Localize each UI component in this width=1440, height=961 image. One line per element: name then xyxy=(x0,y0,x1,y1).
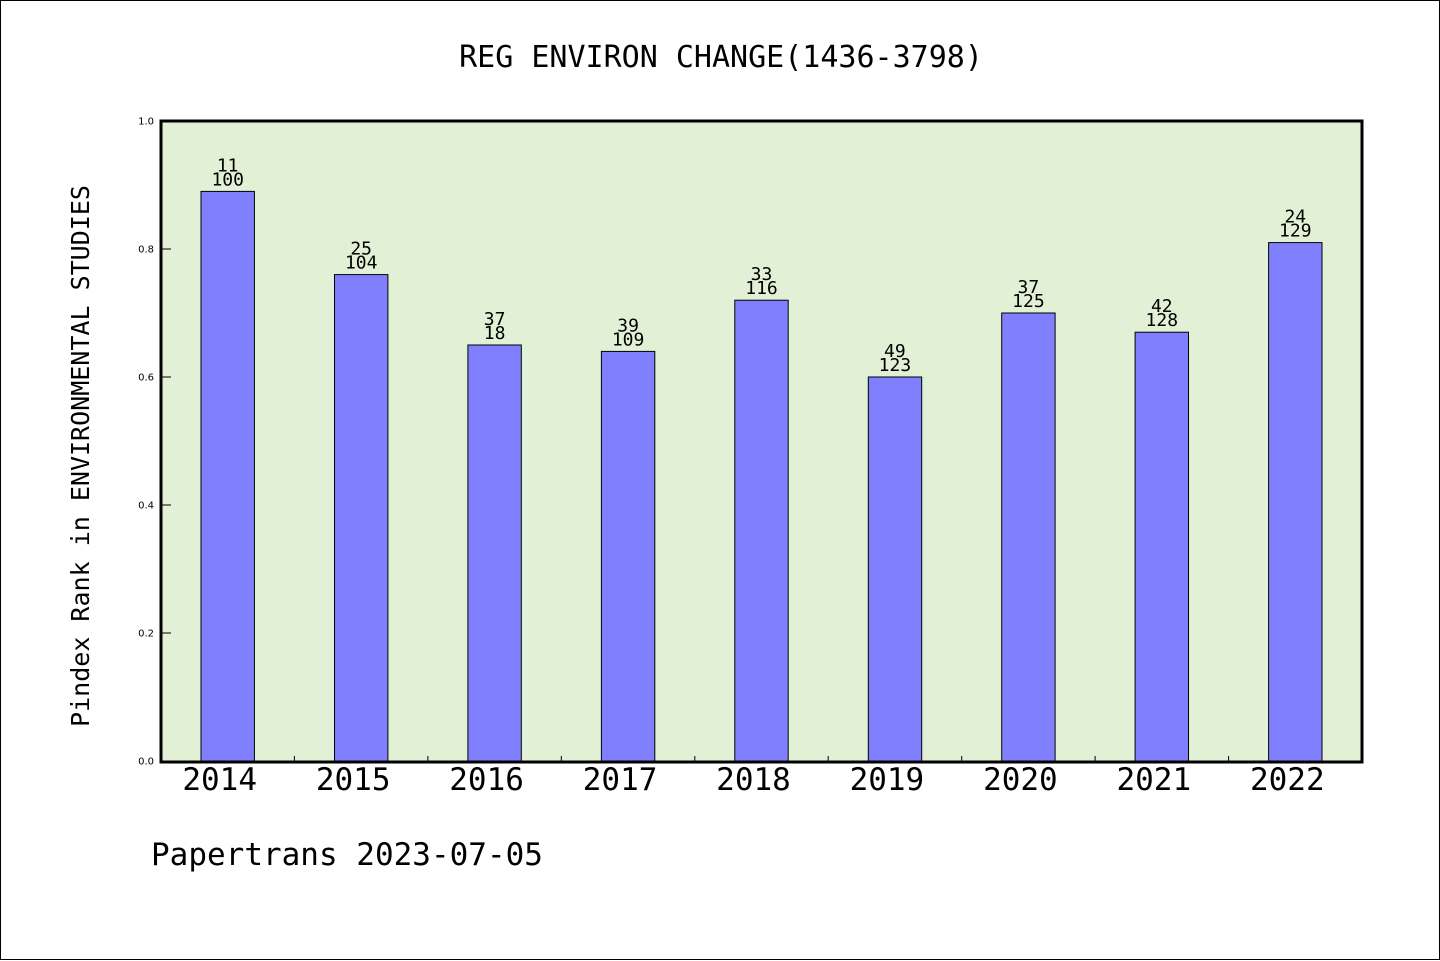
bar-2016 xyxy=(467,344,522,762)
x-tick-label-2017: 2017 xyxy=(583,762,658,798)
chart-title: REG ENVIRON CHANGE(1436-3798) xyxy=(459,40,983,75)
data-label-top-2015: 25 xyxy=(350,239,372,260)
y-tick-label-0.2: 0.2 xyxy=(138,629,154,640)
bar-2014 xyxy=(200,190,255,762)
bar-2019 xyxy=(867,376,923,762)
data-label-bottom-2016: 18 xyxy=(484,323,506,344)
data-label-top-2014: 11 xyxy=(217,155,239,176)
data-label-top-2017: 39 xyxy=(617,315,639,336)
data-label-top-2019: 49 xyxy=(884,341,906,362)
data-label-bottom-2020: 125 xyxy=(1012,291,1045,312)
y-tick-label-0.0: 0.0 xyxy=(138,757,154,768)
y-tick-label-1.0: 1.0 xyxy=(138,117,154,128)
bars-group xyxy=(200,190,1323,762)
x-tick-label-2022: 2022 xyxy=(1250,762,1325,798)
data-label-top-2018: 33 xyxy=(751,264,773,285)
data-label-top-2022: 24 xyxy=(1284,207,1306,228)
y-axis-label: Pindex Rank in ENVIRONMENTAL STUDIES xyxy=(66,185,95,727)
bar-2020 xyxy=(1001,312,1056,762)
x-tick-label-2020: 2020 xyxy=(983,762,1058,798)
data-label-bottom-2018: 116 xyxy=(745,278,778,299)
plot-frame xyxy=(159,119,1364,764)
data-label-bottom-2022: 129 xyxy=(1279,221,1312,242)
footer-text: Papertrans 2023-07-05 xyxy=(151,837,543,873)
x-tick-label-2015: 2015 xyxy=(316,762,391,798)
x-tick-label-2014: 2014 xyxy=(182,762,257,798)
data-label-bottom-2015: 104 xyxy=(345,253,378,274)
y-tick-label-0.8: 0.8 xyxy=(138,245,154,256)
x-tick-label-2016: 2016 xyxy=(449,762,524,798)
y-tick-label-0.6: 0.6 xyxy=(138,373,154,384)
x-tick-label-2021: 2021 xyxy=(1116,762,1191,798)
bar-2021 xyxy=(1134,331,1189,762)
data-label-bottom-2014: 100 xyxy=(211,169,244,190)
bar-2018 xyxy=(734,299,789,762)
x-axis: 2014 2015 2016 2017 2018 2019 2020 2021 2022 xyxy=(182,756,1325,798)
data-label-bottom-2021: 128 xyxy=(1146,310,1179,331)
data-label-top-2016: 37 xyxy=(484,309,506,330)
data-label-top-2020: 37 xyxy=(1018,277,1040,298)
data-label-bottom-2017: 109 xyxy=(612,329,645,350)
data-label-bottom-2019: 123 xyxy=(879,355,912,376)
x-tick-label-2018: 2018 xyxy=(716,762,791,798)
bar-2022 xyxy=(1268,242,1323,762)
x-tick-label-2019: 2019 xyxy=(850,762,925,798)
bar-2015 xyxy=(334,274,389,762)
data-label-top-2021: 42 xyxy=(1151,296,1173,317)
y-tick-label-0.4: 0.4 xyxy=(138,501,154,512)
bar-2017 xyxy=(600,350,656,762)
